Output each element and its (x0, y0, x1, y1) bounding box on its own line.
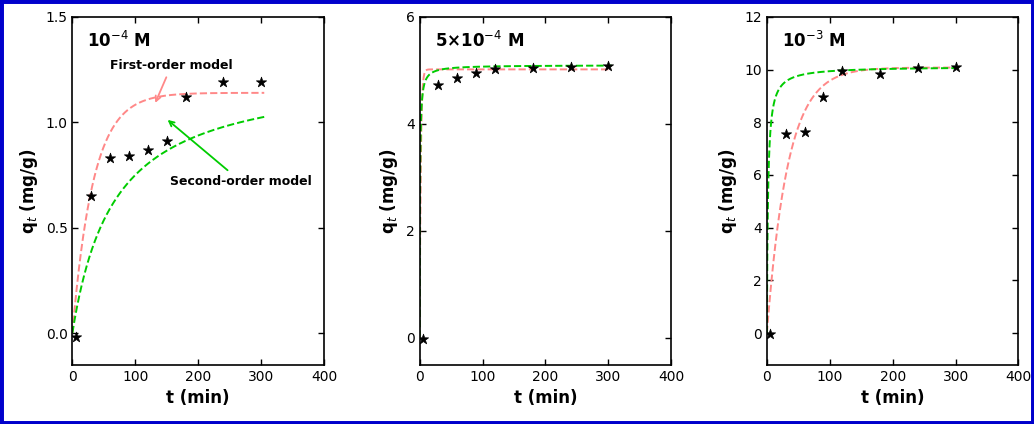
Point (487, 66, 504, 73)
Y-axis label: q$_t$ (mg/g): q$_t$ (mg/g) (717, 148, 739, 234)
Text: 5×10$^{-4}$ M: 5×10$^{-4}$ M (434, 31, 524, 51)
Point (947, 64, 964, 70)
Point (83, 192, 99, 199)
Point (872, 70, 888, 77)
Point (158, 138, 175, 145)
Text: First-order model: First-order model (111, 59, 233, 101)
X-axis label: t (min): t (min) (514, 389, 577, 407)
Point (468, 70, 485, 76)
Point (778, 131, 794, 137)
Y-axis label: q$_t$ (mg/g): q$_t$ (mg/g) (18, 148, 40, 234)
Point (253, 79, 270, 86)
Point (834, 67, 851, 74)
Point (178, 94, 194, 100)
Point (140, 146, 156, 153)
Point (415, 335, 431, 342)
Point (796, 128, 813, 135)
Point (67, 334, 84, 340)
Text: Second-order model: Second-order model (170, 121, 311, 188)
Point (524, 64, 541, 71)
Point (910, 65, 926, 72)
X-axis label: t (min): t (min) (861, 389, 924, 407)
Point (562, 64, 579, 71)
Point (215, 79, 232, 86)
Point (600, 63, 616, 70)
Point (762, 331, 779, 338)
Point (430, 81, 447, 88)
Text: 10$^{-4}$ M: 10$^{-4}$ M (88, 31, 151, 51)
Y-axis label: q$_t$ (mg/g): q$_t$ (mg/g) (378, 148, 400, 234)
Point (121, 153, 138, 159)
Point (102, 155, 119, 162)
Point (449, 75, 465, 82)
X-axis label: t (min): t (min) (166, 389, 230, 407)
Text: 10$^{-3}$ M: 10$^{-3}$ M (782, 31, 846, 51)
Point (815, 94, 831, 100)
